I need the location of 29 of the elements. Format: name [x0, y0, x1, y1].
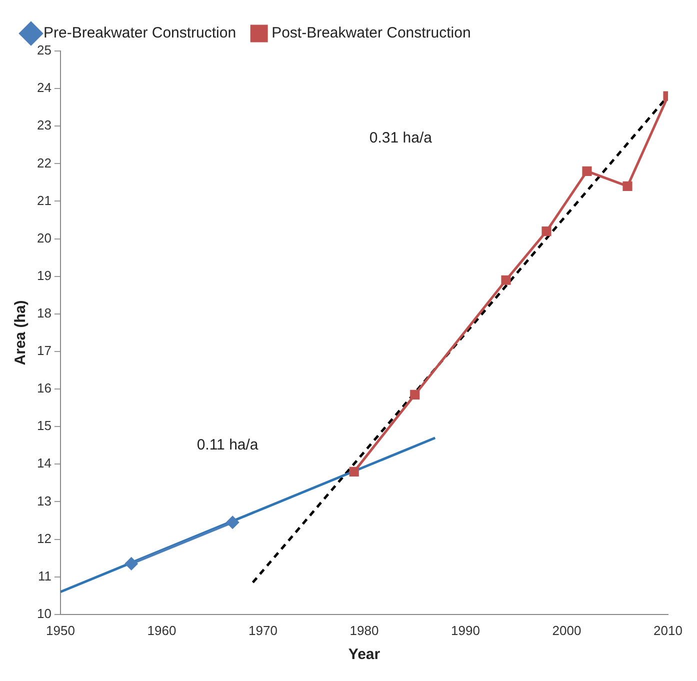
x-tick-label: 2000 [552, 622, 582, 638]
annotation: 0.31 ha/a [369, 129, 433, 146]
y-tick-label: 13 [36, 493, 52, 508]
y-tick-label: 23 [36, 118, 52, 133]
y-axis-title: Area (ha) [12, 300, 30, 366]
y-tick-label: 25 [36, 42, 52, 58]
y-tick-label: 14 [36, 456, 52, 471]
x-axis-title: Year [348, 646, 380, 664]
x-tick-label: 1970 [248, 622, 278, 638]
x-tick-label: 1990 [451, 622, 480, 638]
y-tick-label: 20 [36, 230, 52, 246]
x-tick-label: 1950 [46, 622, 75, 638]
x-tick-label: 1960 [147, 622, 176, 638]
annotation: 0.11 ha/a [196, 436, 259, 454]
legend-label: Post-Breakwater Construction [272, 24, 471, 42]
legend-label: Pre-Breakwater Construction [44, 24, 236, 42]
y-tick-label: 16 [36, 380, 52, 396]
y-tick-label: 21 [36, 192, 52, 208]
x-tick-label: 1980 [350, 622, 379, 638]
y-tick-label: 12 [36, 530, 52, 546]
y-tick-label: 24 [36, 80, 52, 96]
y-tick-label: 10 [36, 606, 52, 621]
y-tick-label: 15 [36, 418, 52, 434]
y-tick-label: 18 [36, 306, 52, 320]
y-tick-label: 11 [38, 568, 52, 584]
y-tick-label: 19 [36, 268, 52, 283]
y-tick-label: 22 [36, 155, 52, 170]
y-tick-label: 17 [36, 343, 52, 358]
x-tick-label: 2010 [654, 622, 682, 638]
